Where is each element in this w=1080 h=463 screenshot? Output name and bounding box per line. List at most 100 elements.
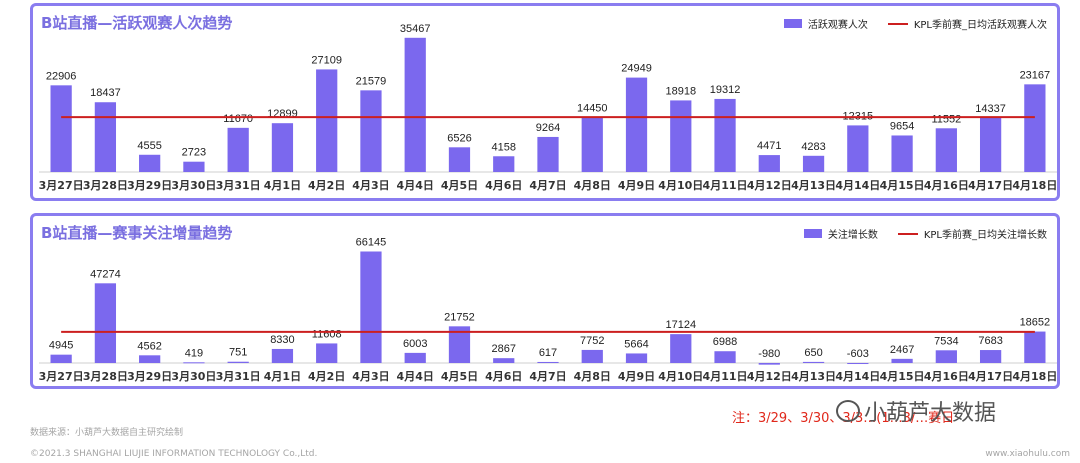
x-tick-label: 3月28日 <box>83 370 128 383</box>
bar <box>493 358 515 363</box>
bar <box>891 135 913 172</box>
data-label: 14337 <box>975 103 1006 115</box>
x-tick-label: 3月27日 <box>39 370 84 383</box>
data-source: 数据来源：小葫芦大数据自主研究绘制 <box>30 428 184 438</box>
bar <box>50 354 72 363</box>
legend-bar-label: 活跃观赛人次 <box>807 20 868 31</box>
data-label: 18652 <box>1020 317 1051 329</box>
bar <box>537 361 559 363</box>
bar <box>316 343 338 363</box>
data-label: 5664 <box>624 338 648 350</box>
legend-bar-swatch <box>783 19 802 28</box>
chart-title: B站直播—活跃观赛人次趋势 <box>41 14 233 32</box>
chart-panel-active-viewers: B站直播—活跃观赛人次趋势 活跃观赛人次 KPL季前赛_日均活跃观赛人次 229… <box>30 3 1060 201</box>
x-tick-label: 4月14日 <box>835 179 880 192</box>
data-label: 24949 <box>621 63 652 75</box>
data-label: 12899 <box>267 108 298 120</box>
data-label: 2467 <box>890 344 914 356</box>
x-tick-label: 4月7日 <box>529 179 566 192</box>
x-tick-label: 4月5日 <box>441 370 478 383</box>
data-label: 617 <box>539 347 557 359</box>
bar <box>714 351 736 363</box>
legend: 关注增长数 KPL季前赛_日均关注增长数 <box>803 226 1047 241</box>
bar <box>360 90 382 172</box>
bar <box>802 155 825 172</box>
data-label: 9654 <box>890 120 914 132</box>
bar <box>448 147 471 172</box>
legend-line-swatch <box>897 232 918 235</box>
bar <box>758 155 780 172</box>
data-label: 4471 <box>757 140 781 152</box>
bar <box>714 98 736 172</box>
data-label: 751 <box>229 347 247 359</box>
legend: 活跃观赛人次 KPL季前赛_日均活跃观赛人次 <box>783 16 1047 31</box>
bar <box>139 154 161 172</box>
x-tick-label: 4月10日 <box>658 370 703 383</box>
data-label: 14450 <box>577 102 608 114</box>
data-label: 4562 <box>137 340 161 352</box>
bar-chart-follow-growth: 4945 3月27日 47274 3月28日 4562 3月29日 419 3月30日 751 3… <box>39 236 1057 383</box>
data-label: 23167 <box>1020 69 1051 81</box>
bar <box>227 127 249 172</box>
x-tick-label: 4月15日 <box>880 179 925 192</box>
data-label: 21752 <box>444 311 475 323</box>
x-tick-label: 3月31日 <box>216 370 261 383</box>
x-tick-label: 4月17日 <box>968 179 1013 192</box>
x-tick-label: 4月17日 <box>968 370 1013 383</box>
data-label: 22906 <box>46 70 77 82</box>
data-label: 11608 <box>312 328 342 340</box>
bar <box>847 363 869 365</box>
bar <box>448 326 471 363</box>
watermark: 小葫芦大数据 <box>836 395 996 427</box>
bar <box>1024 84 1046 172</box>
website: www.xiaohulu.com <box>985 449 1070 459</box>
bar <box>670 100 692 172</box>
bar <box>404 352 426 363</box>
x-tick-label: 4月10日 <box>658 179 703 192</box>
x-tick-label: 3月27日 <box>39 179 84 192</box>
x-tick-label: 4月14日 <box>835 370 880 383</box>
x-tick-label: 4月8日 <box>574 370 611 383</box>
x-tick-label: 4月1日 <box>264 370 301 383</box>
bar <box>316 69 338 172</box>
bar <box>625 77 648 172</box>
bar <box>1024 331 1046 363</box>
data-label: 47274 <box>90 268 121 280</box>
data-label: 7534 <box>934 335 958 347</box>
bar <box>625 353 648 363</box>
bar <box>581 349 603 363</box>
data-label: 650 <box>804 347 822 359</box>
x-tick-label: 4月7日 <box>529 370 566 383</box>
data-label: 6003 <box>403 338 427 350</box>
data-label: 9264 <box>536 122 560 134</box>
bar <box>404 37 426 173</box>
bar <box>891 358 913 363</box>
x-tick-label: 4月4日 <box>397 179 434 192</box>
bar <box>935 128 957 172</box>
x-tick-label: 4月3日 <box>352 179 389 192</box>
bar <box>935 350 957 363</box>
data-label: -603 <box>847 348 869 360</box>
x-tick-label: 4月18日 <box>1012 179 1057 192</box>
x-tick-label: 4月16日 <box>924 370 969 383</box>
x-tick-label: 3月31日 <box>216 179 261 192</box>
data-label: 4158 <box>491 141 515 153</box>
x-tick-label: 3月29日 <box>127 179 172 192</box>
data-label: 7683 <box>978 335 1002 347</box>
x-tick-label: 4月9日 <box>618 370 655 383</box>
bar <box>758 363 780 365</box>
wechat-icon <box>836 400 860 422</box>
data-label: 21579 <box>356 75 387 87</box>
x-tick-label: 4月2日 <box>308 370 345 383</box>
x-tick-label: 4月11日 <box>703 179 748 192</box>
data-label: 17124 <box>665 319 696 331</box>
bar <box>847 125 869 172</box>
chart-panel-follow-growth: B站直播—赛事关注增量趋势 关注增长数 KPL季前赛_日均关注增长数 4945 3… <box>30 213 1060 389</box>
bar <box>271 123 294 172</box>
data-label: 4555 <box>137 140 161 152</box>
x-tick-label: 4月6日 <box>485 179 522 192</box>
legend-line-label: KPL季前赛_日均关注增长数 <box>923 230 1047 241</box>
bar <box>139 355 161 363</box>
bar <box>979 350 1002 363</box>
x-tick-label: 4月9日 <box>618 179 655 192</box>
